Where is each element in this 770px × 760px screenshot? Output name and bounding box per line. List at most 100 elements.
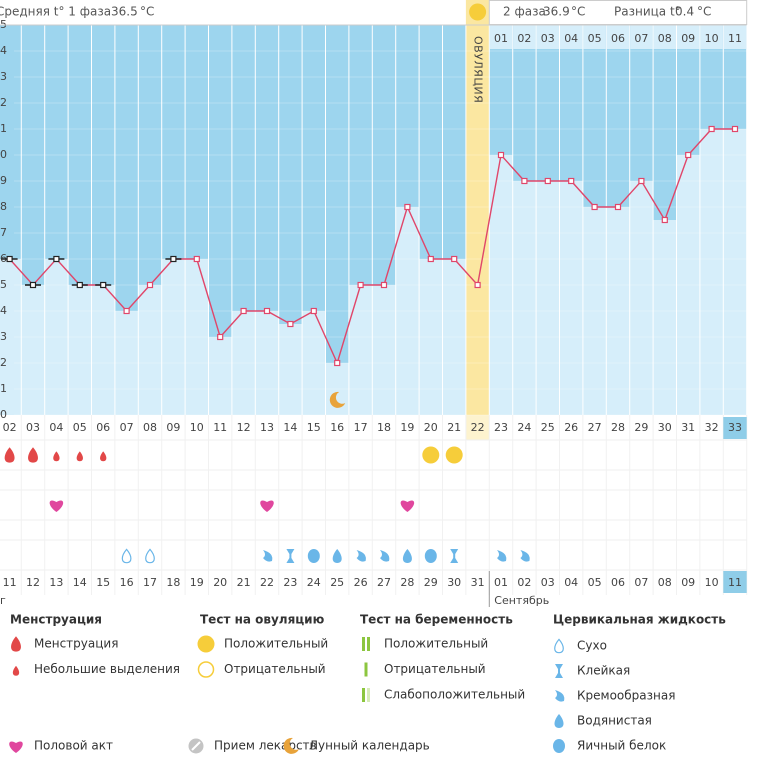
temperature-point [170,255,177,263]
ovulation-band [465,0,490,415]
date-label: 13 [49,576,63,589]
date-label: 30 [447,576,461,589]
legend-label: Небольшие выделения [34,662,180,676]
today-cell [723,571,747,593]
temperature-bar [161,259,186,415]
icon-shape [11,636,21,652]
icon-shape [53,451,60,462]
legend-label: Лунный календарь [309,739,430,753]
temperature-bar [278,324,303,415]
temperature-point [240,307,247,315]
icon-shape [469,3,487,21]
icon-dry [554,638,564,654]
phase2-day: 08 [658,32,672,45]
temperature-point [193,255,200,263]
date-label: 19 [190,576,204,589]
temperature-point [497,151,505,159]
category-label: 11 [213,421,227,434]
icon-creamy [263,550,273,562]
temperature-point [334,359,341,367]
temperature-bar [208,337,232,415]
unit: °C [140,5,154,19]
icon-watery [554,714,564,728]
icon-shape [12,665,20,676]
icon-shape [263,550,273,562]
ovulation-label: ОВУЛЯЦИЯ [472,36,485,103]
temperature-bar [676,155,700,415]
category-label: 09 [166,421,180,434]
icon-shape [307,549,320,563]
phase2-day: 06 [611,32,625,45]
category-label: 10 [190,421,204,434]
category-label: 33 [728,421,742,434]
icon-shape [362,688,365,702]
phase2-day: 01 [494,32,508,45]
temperature-bar [512,181,537,415]
phase2-day: 09 [681,32,695,45]
phase2-day-cell [536,25,559,49]
temperature-point [76,281,83,289]
date-label: 09 [681,576,695,589]
legend-label: Отрицательный [224,662,326,676]
icon-shape [555,690,565,702]
icon-preg-pos [362,637,370,651]
today-cell [723,417,747,439]
category-label: 29 [634,421,648,434]
y-tick-label: 2 [0,96,7,109]
date-label: 27 [377,576,391,589]
legend-title: Менструация [10,613,102,627]
temperature-point [123,307,130,315]
temperature-point [544,177,551,185]
icon-shape [445,446,463,464]
icon-shape [49,500,64,512]
date-label: 16 [120,576,134,589]
category-label: 21 [447,421,461,434]
icon-shape [364,662,368,677]
legend-label: Кремообразная [577,689,675,703]
temperature-point [100,281,107,289]
date-label: 25 [330,576,344,589]
icon-positive [445,446,463,464]
temperature-point [638,177,645,185]
icon-heavy [4,447,15,463]
icon-shape [197,635,215,653]
temperature-point [380,281,388,289]
category-label: 17 [354,421,368,434]
icon-shape [400,500,415,512]
date-label: 18 [166,576,180,589]
y-tick-label: 7 [0,226,7,239]
y-tick-label: 0 [0,408,7,421]
icon-sticky [286,549,295,563]
temperature-bar [559,181,583,415]
icon-positive [469,3,487,21]
icon-positive [422,446,440,464]
phase1-label: Средняя t° 1 фаза [0,5,111,19]
icon-heavy [11,636,21,652]
legend-label: Прием лекарств [214,739,317,753]
icon-watery [332,549,342,563]
date-label: 31 [471,576,485,589]
icon-egg-white [424,549,437,563]
icon-shape [28,447,38,463]
y-tick-label: 4 [0,304,7,317]
icon-shape [121,548,132,564]
date-label: 04 [564,576,578,589]
icon-shape [553,739,565,753]
ovulation-band-foot [465,415,490,440]
icon-shape [197,661,215,678]
icon-egg-white [553,739,565,753]
icon-shape [283,737,299,754]
unit: °C [697,5,711,19]
icon-shape [145,548,155,564]
temperature-point [357,281,364,289]
temperature-point [263,307,271,315]
temperature-point [521,177,528,185]
temperature-bar [185,259,209,415]
date-label: 05 [588,576,602,589]
date-label: 23 [283,576,297,589]
icon-shape [362,637,365,651]
icon-shape [332,549,342,563]
category-label: 12 [237,421,251,434]
date-label: 11 [3,576,17,589]
